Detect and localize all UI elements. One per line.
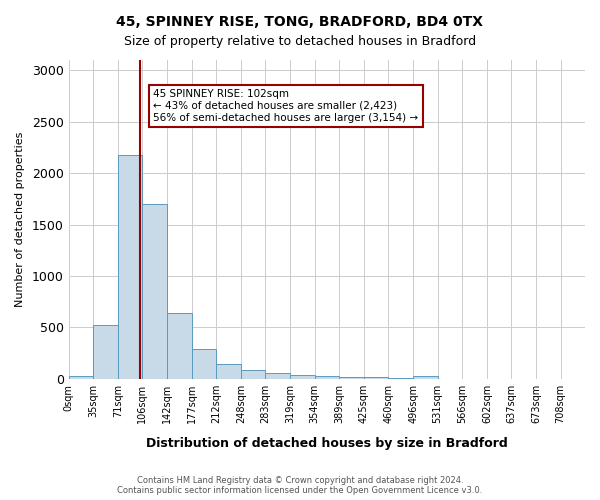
Text: Contains HM Land Registry data © Crown copyright and database right 2024.
Contai: Contains HM Land Registry data © Crown c… <box>118 476 482 495</box>
Bar <box>118 154 142 379</box>
Bar <box>241 370 265 379</box>
Bar <box>191 349 216 379</box>
Text: 45, SPINNEY RISE, TONG, BRADFORD, BD4 0TX: 45, SPINNEY RISE, TONG, BRADFORD, BD4 0T… <box>116 15 484 29</box>
Bar <box>167 313 191 379</box>
Bar <box>290 375 314 379</box>
Bar <box>265 373 290 379</box>
Bar <box>68 376 93 379</box>
Bar <box>216 364 241 379</box>
Y-axis label: Number of detached properties: Number of detached properties <box>15 132 25 307</box>
Bar <box>413 376 437 379</box>
Bar <box>93 326 118 379</box>
Bar <box>314 376 339 379</box>
X-axis label: Distribution of detached houses by size in Bradford: Distribution of detached houses by size … <box>146 437 508 450</box>
Text: Size of property relative to detached houses in Bradford: Size of property relative to detached ho… <box>124 35 476 48</box>
Bar <box>364 378 388 379</box>
Bar <box>339 377 364 379</box>
Bar <box>142 204 167 379</box>
Text: 45 SPINNEY RISE: 102sqm
← 43% of detached houses are smaller (2,423)
56% of semi: 45 SPINNEY RISE: 102sqm ← 43% of detache… <box>154 90 419 122</box>
Bar <box>388 378 413 379</box>
